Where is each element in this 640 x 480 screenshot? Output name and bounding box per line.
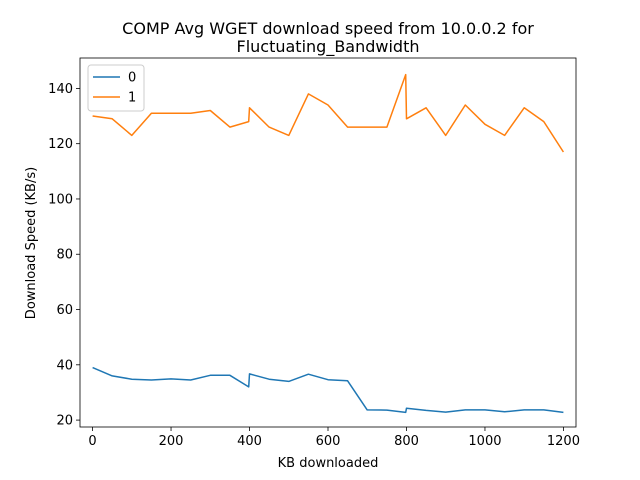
legend-label-1: 1 <box>128 91 136 106</box>
x-tick-label: 800 <box>394 434 419 449</box>
legend: 01 <box>87 64 145 112</box>
y-tick-label: 80 <box>56 248 73 263</box>
x-tick-label: 0 <box>88 434 96 449</box>
x-tick-label: 200 <box>159 434 184 449</box>
plot-area <box>79 57 577 428</box>
chart-title-line1: COMP Avg WGET download speed from 10.0.0… <box>122 19 534 38</box>
y-tick-label: 20 <box>56 414 73 429</box>
x-tick-label: 1200 <box>547 434 580 449</box>
y-axis-label: Download Speed (KB/s) <box>24 167 39 319</box>
series-1-line <box>92 73 565 153</box>
y-tick-label: 120 <box>48 137 73 152</box>
x-tick-label: 400 <box>237 434 262 449</box>
legend-label-0: 0 <box>128 71 136 86</box>
y-tick-label: 140 <box>48 82 73 97</box>
y-tick-label: 60 <box>56 303 73 318</box>
chart-title-line2: Fluctuating_Bandwidth <box>237 37 420 57</box>
x-tick-label: 600 <box>316 434 341 449</box>
y-tick-label: 100 <box>48 192 73 207</box>
ticks-group: 0 200 400 600 800 1000 1200 20 40 60 80 100 120 140 <box>48 82 580 449</box>
x-axis-label: KB downloaded <box>278 456 379 471</box>
x-tick-label: 1000 <box>468 434 501 449</box>
y-tick-label: 40 <box>56 358 73 373</box>
series-0-line <box>92 366 564 414</box>
